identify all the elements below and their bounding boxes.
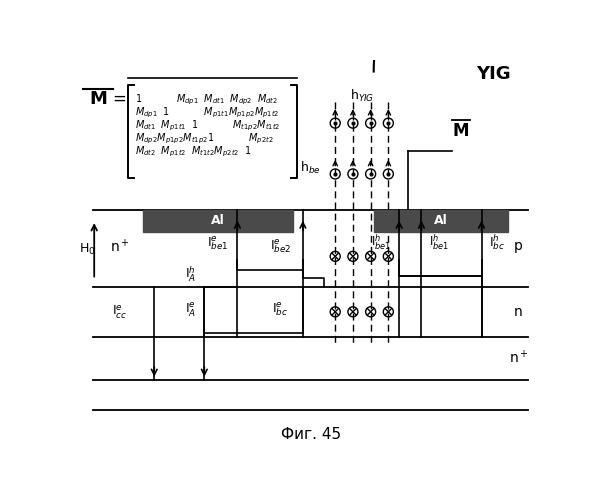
Text: I$_A^h$: I$_A^h$ [185,264,196,284]
Bar [374,210,508,232]
Bar [143,210,293,232]
Text: n$^+$: n$^+$ [508,350,528,366]
Text: I$_{bc}^{e}$: I$_{bc}^{e}$ [271,300,288,318]
Text: =: = [113,90,127,108]
Text: $M_{dt1}$ $M_{p1t1}$ 1      $M_{t1p2}$$M_{t1t2}$: $M_{dt1}$ $M_{p1t1}$ 1 $M_{t1p2}$$M_{t1t… [135,118,281,133]
Text: $M_{dp1}$ 1      $M_{p1t1}$$M_{p1p2}$$M_{p1t2}$: $M_{dp1}$ 1 $M_{p1t1}$$M_{p1p2}$$M_{p1t2… [135,106,279,120]
Text: p: p [514,240,523,254]
Text: I$_{be1}^{h}$: I$_{be1}^{h}$ [429,233,450,252]
Text: H$_0$: H$_0$ [79,242,96,257]
Text: n$^+$: n$^+$ [110,238,130,255]
Text: I$_{cc}^{e}$: I$_{cc}^{e}$ [112,304,127,322]
Text: YIG: YIG [476,65,510,83]
Text: $M_{dt2}$ $M_{p1t2}$ $M_{t1t2}$$M_{p2t2}$ 1: $M_{dt2}$ $M_{p1t2}$ $M_{t1t2}$$M_{p2t2}… [135,144,251,159]
Text: $M_{dp2}$$M_{p1p2}$$M_{t1p2}$1      $M_{p2t2}$: $M_{dp2}$$M_{p1p2}$$M_{t1p2}$1 $M_{p2t2}… [135,132,273,146]
Text: I$_{be1}^{e}$: I$_{be1}^{e}$ [207,234,228,252]
Text: Al: Al [210,214,224,228]
Text: $\mathbf{M}$: $\mathbf{M}$ [89,90,107,108]
Text: I$_A^e$: I$_A^e$ [185,302,196,319]
Text: $\mathbf{M}$: $\mathbf{M}$ [452,122,469,140]
Text: I$_{bc}^{h}$: I$_{bc}^{h}$ [489,232,505,252]
Text: h$_{YIG}$: h$_{YIG}$ [350,88,375,104]
Text: I$_{be1}^{h}$: I$_{be1}^{h}$ [371,233,391,252]
Text: I$_{be2}^{e}$: I$_{be2}^{e}$ [270,238,291,255]
Text: h$_{be}$: h$_{be}$ [301,160,321,176]
Text: n: n [514,305,523,319]
Text: Фиг. 45: Фиг. 45 [281,428,341,442]
Text: 1      $M_{dp1}$ $M_{dt1}$ $M_{dp2}$ $M_{dt2}$: 1 $M_{dp1}$ $M_{dt1}$ $M_{dp2}$ $M_{dt2}… [135,92,278,106]
Text: Al: Al [434,214,448,228]
